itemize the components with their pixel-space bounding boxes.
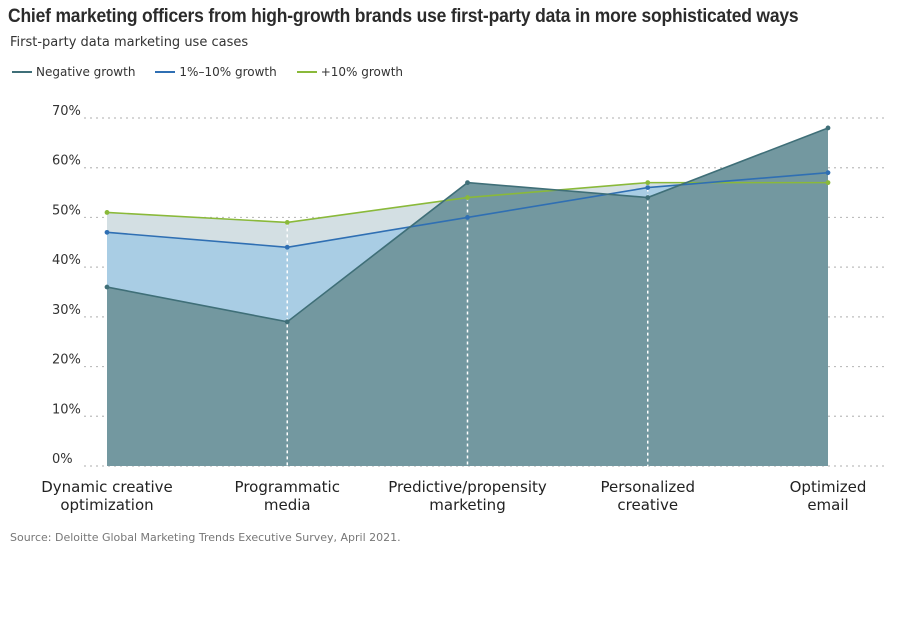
- x-category-label: Dynamic creative optimization: [41, 478, 173, 514]
- point-mid-growth: [284, 244, 290, 250]
- x-category-label: Optimized email: [790, 478, 867, 514]
- point-negative-growth: [104, 284, 110, 290]
- point-negative-growth: [465, 180, 470, 186]
- point-mid-growth: [104, 229, 110, 235]
- point-negative-growth: [645, 195, 651, 200]
- point-high-growth: [825, 180, 831, 186]
- point-mid-growth: [825, 170, 831, 176]
- y-tick-label: 0%: [52, 452, 73, 467]
- point-high-growth: [465, 195, 470, 200]
- y-tick-label: 50%: [52, 203, 81, 218]
- point-negative-growth: [284, 319, 290, 325]
- legend-item-mid: 1%–10% growth: [155, 65, 277, 79]
- legend-label-high: +10% growth: [320, 65, 403, 79]
- point-high-growth: [645, 180, 651, 186]
- y-tick-label: 10%: [52, 402, 81, 417]
- legend-item-negative: Negative growth: [12, 65, 135, 79]
- y-tick-label: 30%: [52, 303, 81, 318]
- x-category-label: Programmatic media: [235, 478, 340, 514]
- x-category-label: Personalized creative: [600, 478, 695, 514]
- y-tick-label: 70%: [52, 104, 81, 119]
- point-negative-growth: [825, 125, 831, 131]
- chart-subtitle: First-party data marketing use cases: [10, 35, 249, 50]
- chart-title: Chief marketing officers from high-growt…: [8, 6, 799, 27]
- y-tick-label: 60%: [52, 154, 81, 169]
- legend-swatch-mid: [155, 71, 176, 73]
- y-tick-label: 20%: [52, 353, 81, 368]
- legend-swatch-high: [296, 71, 317, 73]
- point-high-growth: [284, 220, 290, 225]
- x-category-label: Predictive/propensity marketing: [388, 478, 547, 514]
- legend-label-negative: Negative growth: [36, 65, 136, 79]
- legend: Negative growth 1%–10% growth +10% growt…: [12, 65, 403, 79]
- y-tick-label: 40%: [52, 253, 81, 268]
- legend-label-mid: 1%–10% growth: [179, 65, 277, 79]
- legend-item-high: +10% growth: [296, 65, 403, 79]
- point-mid-growth: [465, 215, 470, 220]
- legend-swatch-negative: [12, 71, 32, 73]
- point-mid-growth: [645, 185, 651, 191]
- point-high-growth: [104, 210, 110, 215]
- source-note: Source: Deloitte Global Marketing Trends…: [10, 531, 401, 544]
